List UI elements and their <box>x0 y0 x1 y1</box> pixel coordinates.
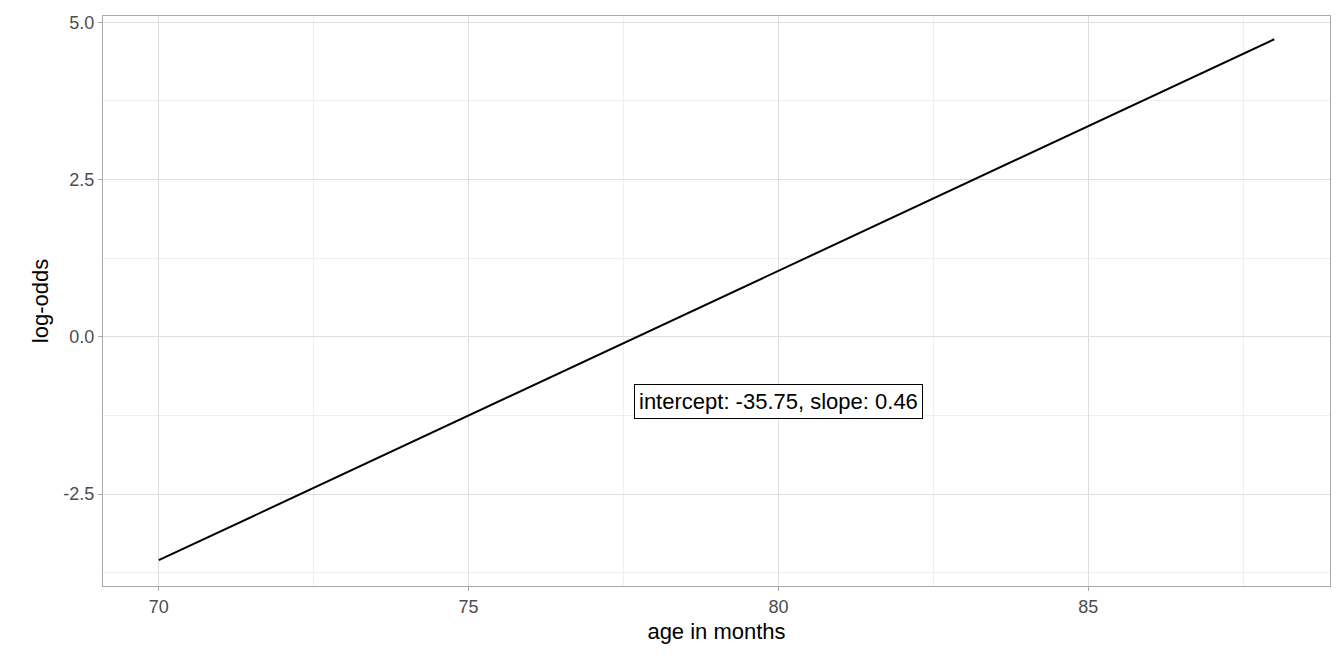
svg-text:intercept: -35.75, slope: 0.46: intercept: -35.75, slope: 0.46 <box>639 389 918 414</box>
svg-text:5.0: 5.0 <box>69 13 94 33</box>
svg-text:2.5: 2.5 <box>69 170 94 190</box>
svg-text:-2.5: -2.5 <box>63 484 94 504</box>
svg-text:80: 80 <box>768 597 788 617</box>
svg-text:75: 75 <box>459 597 479 617</box>
svg-text:log-odds: log-odds <box>28 259 53 343</box>
svg-text:age in months: age in months <box>647 619 785 644</box>
svg-text:0.0: 0.0 <box>69 327 94 347</box>
svg-text:70: 70 <box>149 597 169 617</box>
svg-text:85: 85 <box>1078 597 1098 617</box>
